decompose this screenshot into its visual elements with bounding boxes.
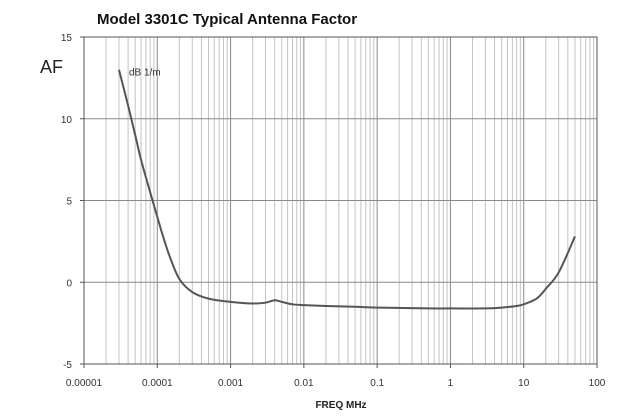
y-tick-label: 15	[61, 33, 73, 44]
x-axis-label-wrap: FREQ MHz	[0, 400, 640, 411]
x-axis-label: FREQ MHz	[315, 400, 367, 411]
x-tick-label: 0.001	[218, 378, 243, 389]
y-axis-label: AF	[40, 57, 64, 77]
y-tick-label: 0	[66, 278, 72, 289]
grid	[80, 36, 598, 368]
x-tick-label: 0.1	[370, 378, 384, 389]
y-tick-labels: -5 0 5 10 15	[61, 33, 73, 371]
x-tick-label: 1	[448, 378, 454, 389]
y-tick-label: -5	[63, 360, 72, 371]
x-tick-label: 0.0001	[142, 378, 173, 389]
x-tick-label: 0.00001	[66, 378, 103, 389]
plot-frame	[83, 36, 598, 365]
series-unit-annotation: dB 1/m	[129, 68, 161, 79]
x-tick-label: 10	[518, 378, 530, 389]
series-line-af	[118, 69, 576, 310]
x-tick-labels: 0.00001 0.0001 0.001 0.01 0.1 1 10 100	[66, 378, 606, 389]
y-tick-label: 5	[66, 197, 72, 208]
y-tick-label: 10	[61, 115, 73, 126]
x-tick-label: 0.01	[294, 378, 314, 389]
x-tick-label: 100	[589, 378, 606, 389]
chart-title: Model 3301C Typical Antenna Factor	[97, 11, 358, 28]
